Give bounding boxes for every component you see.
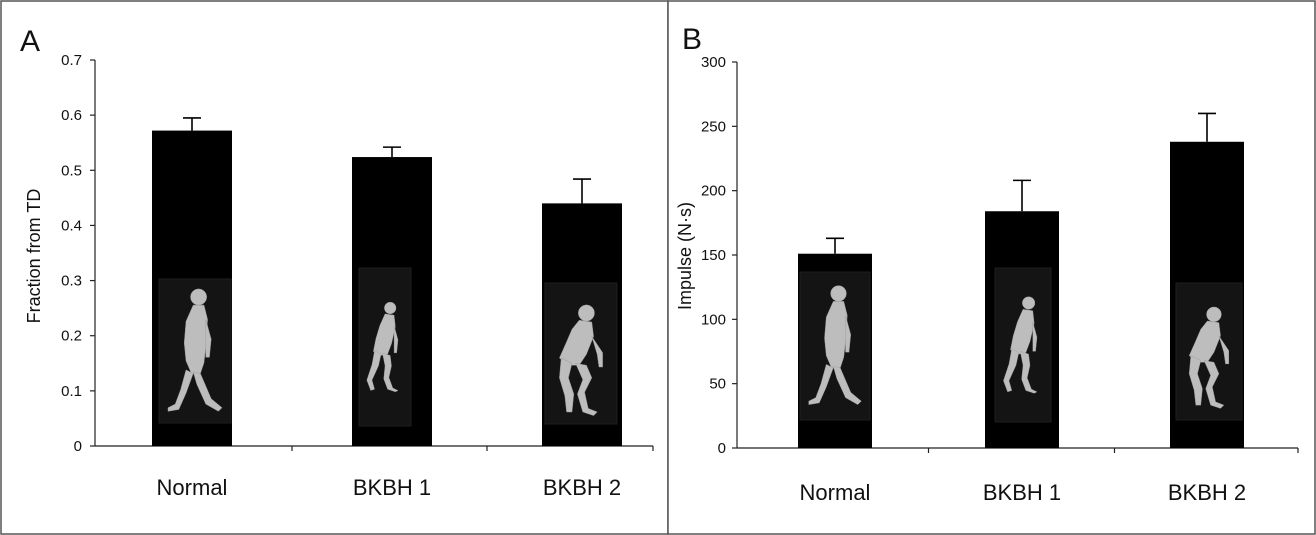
y-tick-label: 0.5	[61, 162, 82, 179]
y-axis-title: Fraction from TD	[24, 189, 44, 324]
y-tick-label: 250	[701, 118, 726, 135]
y-tick-label: 0	[74, 438, 82, 455]
y-tick-label: 0.3	[61, 273, 82, 290]
x-category-label: Normal	[800, 480, 871, 505]
x-category-label: Normal	[157, 475, 228, 500]
panel-a-letter: A	[20, 25, 40, 58]
y-tick-label: 50	[709, 376, 726, 393]
y-tick-label: 0.4	[61, 217, 82, 234]
panel-a-chart: 0 0.1 0.2 0.3 0.4 0.5 0.6 0.7 Normal BKBH 1 BKBH 2…	[24, 52, 654, 500]
y-tick-label: 0	[718, 440, 726, 457]
x-category-label: BKBH 1	[353, 475, 431, 500]
y-tick-label: 0.6	[61, 107, 82, 124]
y-tick-label: 150	[701, 247, 726, 264]
y-tick-label: 300	[701, 54, 726, 71]
x-category-label: BKBH 2	[1168, 480, 1246, 505]
x-category-label: BKBH 2	[543, 475, 621, 500]
y-tick-label: 200	[701, 183, 726, 200]
y-tick-label: 0.7	[61, 52, 82, 69]
x-category-label: BKBH 1	[983, 480, 1061, 505]
y-tick-label: 0.1	[61, 383, 82, 400]
y-axis-title: Impulse (N·s)	[675, 202, 695, 310]
y-tick-label: 100	[701, 311, 726, 328]
panel-b-letter: B	[682, 23, 702, 56]
panel-b-chart: 0 50 100 150 200 250 300 Normal BKBH 1 BKBH 2 Impu…	[675, 54, 1299, 505]
y-tick-label: 0.2	[61, 328, 82, 345]
